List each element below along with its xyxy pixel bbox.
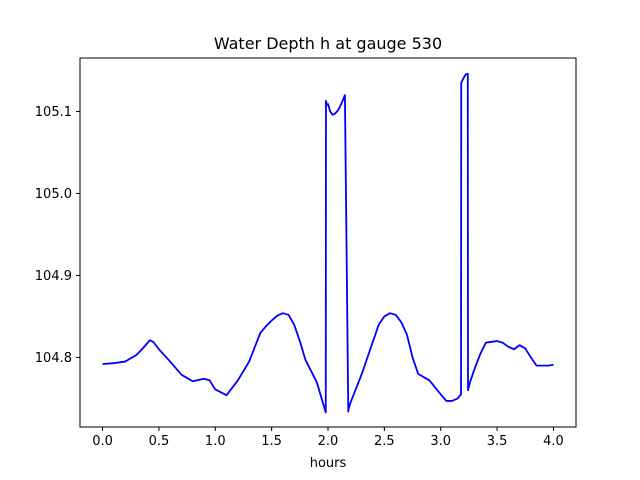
x-tick-label: 2.0 [318,434,339,449]
x-axis-label: hours [310,456,347,471]
chart-title: Water Depth h at gauge 530 [214,34,442,53]
x-tick-label: 1.5 [261,434,282,449]
x-tick-label: 3.0 [430,434,451,449]
x-tick-label: 0.0 [92,434,113,449]
y-tick-label: 105.1 [35,105,72,120]
y-tick-label: 104.9 [35,269,72,284]
x-tick-label: 0.5 [149,434,170,449]
x-axis-ticks: 0.0 0.5 1.0 1.5 2.0 2.5 3.0 3.5 4.0 [92,427,564,449]
x-tick-label: 1.0 [205,434,226,449]
x-tick-label: 2.5 [374,434,395,449]
x-tick-label: 3.5 [487,434,508,449]
y-tick-label: 105.0 [35,187,72,202]
y-tick-label: 104.8 [35,351,72,366]
water-depth-series-line [102,72,554,414]
x-tick-label: 4.0 [543,434,564,449]
y-axis-ticks: 104.8 104.9 105.0 105.1 [35,105,80,366]
